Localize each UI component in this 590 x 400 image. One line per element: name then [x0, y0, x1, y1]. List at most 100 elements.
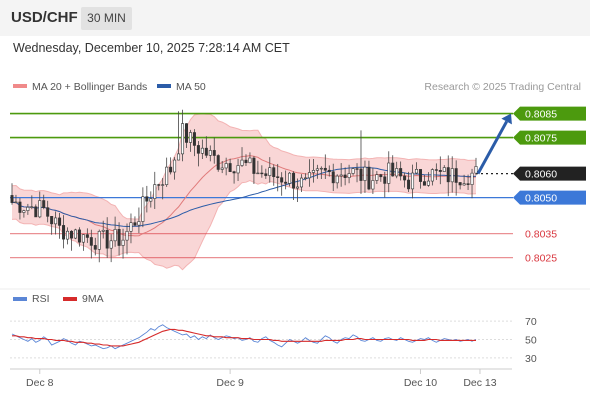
- level-tag-resistance: [513, 106, 586, 121]
- candle-body: [359, 168, 363, 181]
- x-tick-label: Dec 8: [26, 377, 54, 389]
- legend-label-ma50: MA 50: [176, 81, 206, 93]
- level-labels: 0.8085 0.8075 0.8060 0.8050 0.8035 0.8025: [513, 106, 586, 265]
- price-levels: [10, 112, 513, 259]
- candle-body: [391, 162, 395, 177]
- timeframe-button[interactable]: 30 MIN: [81, 7, 132, 30]
- candle-body: [54, 217, 58, 225]
- candle-body: [411, 172, 415, 190]
- candle-body: [430, 169, 434, 182]
- candle-body: [474, 166, 478, 174]
- candle-body: [145, 196, 149, 202]
- candle-body: [343, 174, 347, 178]
- candle-body: [212, 150, 216, 156]
- candle-body: [284, 181, 288, 184]
- candle-body: [379, 174, 383, 178]
- candle-body: [169, 166, 173, 173]
- candle-body: [422, 181, 426, 186]
- rsi-panel: 70 50 30: [10, 316, 537, 365]
- candle-body: [192, 132, 196, 146]
- legend-swatch-9ma: [63, 297, 77, 301]
- candle-body: [26, 206, 30, 211]
- candle-body: [399, 168, 403, 177]
- candle-body: [105, 229, 109, 249]
- legend-swatch-rsi: [13, 297, 27, 301]
- candle-body: [228, 163, 232, 172]
- candle-body: [125, 231, 129, 241]
- candle-body: [347, 173, 351, 178]
- candle-body: [224, 163, 228, 169]
- candle-body: [129, 222, 133, 232]
- ma50-line: [11, 166, 477, 228]
- candle-body: [244, 159, 248, 164]
- candle-body: [303, 177, 307, 179]
- candle-body: [470, 172, 474, 185]
- rsi-tick-label: 70: [525, 316, 537, 328]
- forecast-arrow: [476, 113, 512, 175]
- candle-body: [220, 167, 224, 170]
- candle-body: [375, 174, 379, 181]
- candle-body: [73, 229, 77, 239]
- candle-body: [466, 183, 470, 185]
- symbol-title: USD/CHF: [11, 9, 78, 26]
- candle-body: [184, 123, 188, 143]
- candle-body: [181, 123, 185, 155]
- candle-body: [89, 237, 93, 246]
- candle-body: [454, 168, 458, 183]
- rsi-tick-label: 30: [525, 353, 537, 365]
- candle-body: [38, 200, 42, 218]
- candle-body: [355, 168, 359, 170]
- level-label-current: 0.8060: [525, 169, 557, 181]
- candle-body: [188, 132, 192, 143]
- candle-body: [292, 172, 296, 189]
- legend-label-rsi: RSI: [32, 293, 50, 305]
- candle-body: [371, 180, 375, 190]
- forecast-arrow-head: [501, 113, 512, 125]
- candle-body: [113, 229, 117, 242]
- candle-body: [232, 171, 236, 174]
- candle-body: [133, 222, 137, 226]
- candle-body: [22, 210, 26, 213]
- candle-body: [434, 169, 438, 171]
- x-axis: Dec 8 Dec 9 Dec 10 Dec 13: [26, 369, 497, 389]
- candle-body: [109, 240, 113, 249]
- candle-body: [58, 217, 62, 226]
- candle-body: [18, 201, 22, 213]
- candle-body: [339, 174, 343, 177]
- level-label-resistance: 0.8085: [525, 109, 557, 121]
- candle-body: [280, 177, 284, 183]
- candle-body: [177, 153, 181, 161]
- candle-body: [395, 168, 399, 177]
- candle-body: [403, 175, 407, 181]
- candle-body: [216, 155, 220, 170]
- candle-body: [268, 167, 272, 176]
- candle-body: [93, 245, 97, 250]
- candle-body: [42, 200, 46, 208]
- candle-body: [97, 231, 101, 250]
- moving-averages: [11, 155, 477, 237]
- candle-body: [14, 201, 18, 204]
- legend-label-ma20: MA 20 + Bollinger Bands: [32, 81, 147, 93]
- rsi-legend: RSI 9MA: [13, 293, 104, 305]
- candle-body: [157, 184, 161, 186]
- candle-body: [236, 165, 240, 174]
- level-tag-resistance: [513, 130, 586, 145]
- candle-body: [240, 159, 244, 166]
- candle-body: [418, 169, 422, 182]
- x-tick-label: Dec 13: [463, 377, 496, 389]
- level-label-pivot: 0.8050: [525, 193, 557, 205]
- level-tag-current: [513, 166, 586, 181]
- top-bar: USD/CHF 30 MIN: [0, 0, 590, 36]
- candlesticks: [10, 109, 478, 263]
- candle-body: [208, 150, 212, 156]
- candle-body: [426, 180, 430, 186]
- candle-body: [101, 229, 105, 232]
- candle-body: [200, 147, 204, 154]
- candle-body: [34, 206, 38, 218]
- candle-body: [69, 230, 73, 239]
- candle-body: [415, 169, 419, 174]
- candle-body: [323, 167, 327, 171]
- chart-datetime: Wednesday, December 10, 2025 7:28:14 AM …: [13, 41, 290, 55]
- legend-swatch-ma50: [157, 84, 171, 88]
